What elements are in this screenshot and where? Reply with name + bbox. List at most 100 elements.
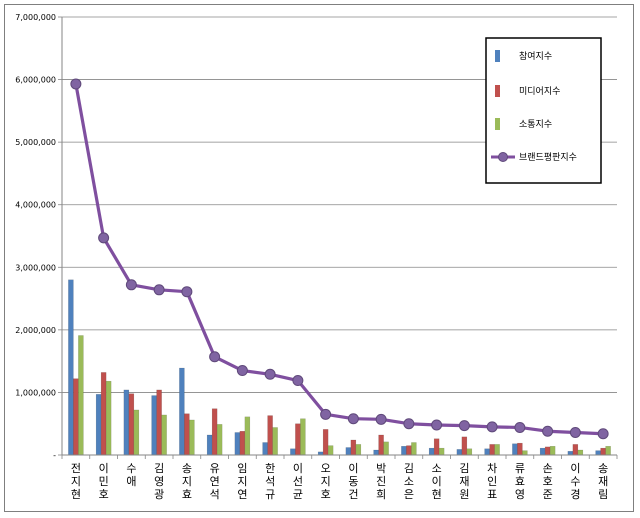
bar bbox=[151, 395, 157, 456]
bar bbox=[267, 415, 273, 456]
line-point bbox=[542, 425, 554, 437]
bar bbox=[572, 444, 579, 456]
bar bbox=[179, 367, 185, 456]
bar bbox=[438, 447, 445, 456]
line-point bbox=[153, 284, 165, 296]
line-point bbox=[458, 420, 470, 432]
bar bbox=[428, 447, 435, 456]
line-point bbox=[209, 351, 221, 363]
bar bbox=[239, 431, 246, 456]
legend-swatch bbox=[495, 85, 500, 97]
bar bbox=[383, 441, 389, 456]
grid-layer bbox=[62, 16, 617, 393]
line-point bbox=[347, 413, 359, 425]
line-point bbox=[403, 418, 415, 430]
bar bbox=[100, 372, 107, 456]
bar bbox=[128, 393, 135, 456]
chart: - 1,000,000 2,000,000 3,000,000 4,000,000 5,0… bbox=[15, 13, 618, 501]
bar bbox=[466, 448, 473, 456]
y-tick-label: 7,000,000 bbox=[15, 13, 56, 22]
legend-label: 브랜드평판지수 bbox=[519, 152, 577, 163]
bar bbox=[522, 450, 528, 456]
legend-label: 참여지수 bbox=[519, 50, 552, 62]
bar bbox=[234, 432, 241, 456]
chart-frame: - 1,000,000 2,000,000 3,000,000 4,000,000 5,0… bbox=[4, 4, 634, 512]
bar bbox=[539, 447, 546, 456]
bar bbox=[350, 439, 357, 456]
bar bbox=[216, 424, 223, 456]
line-point bbox=[514, 421, 526, 433]
bar bbox=[184, 413, 190, 456]
y-tick-label: 3,000,000 bbox=[15, 263, 56, 272]
bar bbox=[406, 445, 412, 456]
bar bbox=[123, 389, 130, 456]
line-point bbox=[320, 408, 332, 420]
bar bbox=[244, 416, 251, 456]
bar bbox=[411, 442, 417, 456]
y-tick-label: - bbox=[53, 451, 56, 460]
bar bbox=[494, 444, 500, 456]
line-point bbox=[597, 428, 609, 440]
bar bbox=[156, 389, 162, 456]
legend-label: 소통지수 bbox=[519, 119, 552, 130]
bar bbox=[544, 446, 551, 456]
bar bbox=[567, 451, 574, 456]
bar bbox=[189, 419, 195, 456]
line-point bbox=[292, 375, 304, 387]
bar bbox=[401, 446, 407, 456]
bar-layer bbox=[68, 279, 611, 456]
bar bbox=[489, 444, 495, 456]
y-tick-label: 1,000,000 bbox=[15, 388, 56, 397]
bar bbox=[105, 380, 112, 456]
bar bbox=[161, 414, 167, 456]
series-1 bbox=[73, 372, 606, 456]
line-point bbox=[264, 368, 276, 380]
line-point bbox=[125, 279, 137, 291]
bar bbox=[355, 444, 362, 456]
bar bbox=[327, 445, 334, 456]
bar bbox=[600, 447, 606, 456]
legend-marker bbox=[498, 152, 508, 162]
y-tick-label: 6,000,000 bbox=[15, 76, 56, 85]
bar bbox=[133, 409, 140, 456]
bar bbox=[605, 446, 611, 456]
line-point bbox=[181, 286, 193, 298]
bar bbox=[95, 394, 102, 456]
bar bbox=[295, 423, 301, 456]
bar bbox=[345, 447, 352, 456]
bar bbox=[461, 436, 468, 456]
bar bbox=[211, 408, 218, 456]
bar bbox=[272, 427, 278, 456]
legend-label: 미디어지수 bbox=[519, 86, 560, 97]
bar bbox=[517, 442, 523, 456]
bar bbox=[549, 446, 556, 456]
bar bbox=[595, 450, 601, 456]
bar bbox=[484, 448, 490, 456]
line-point bbox=[98, 232, 110, 244]
bar bbox=[433, 438, 440, 456]
bar bbox=[373, 449, 379, 456]
bar bbox=[68, 279, 74, 456]
line-point bbox=[236, 365, 248, 377]
line-layer bbox=[70, 78, 609, 440]
y-tick-label: 4,000,000 bbox=[15, 201, 56, 210]
bar bbox=[262, 442, 268, 456]
line-point bbox=[569, 426, 581, 438]
bar bbox=[300, 418, 306, 456]
bar bbox=[577, 449, 584, 456]
